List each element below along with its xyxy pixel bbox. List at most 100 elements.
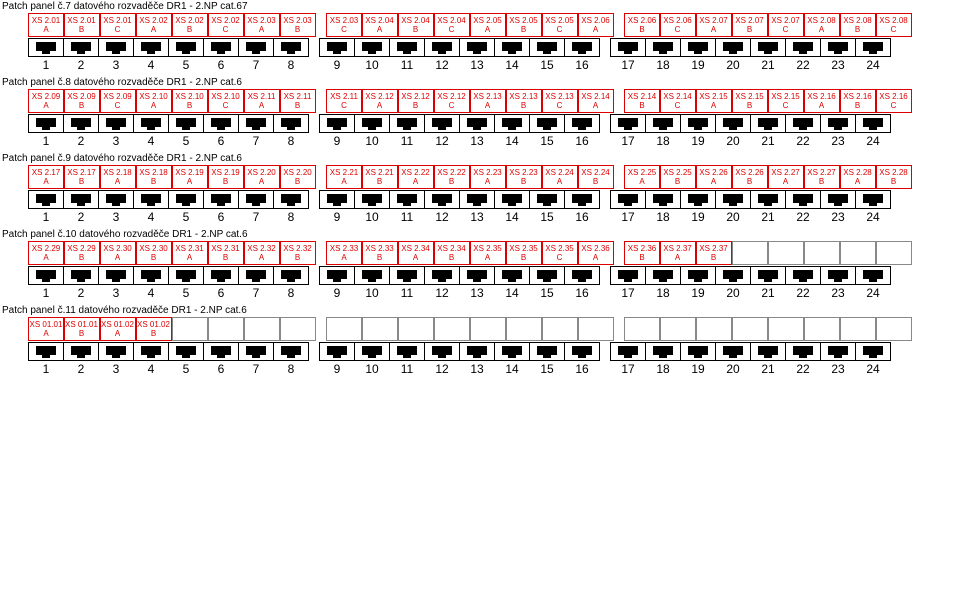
- port-label-empty: [768, 241, 804, 265]
- port-label-box: XS 2.13C: [542, 89, 578, 113]
- port-label: XS 2.13A: [470, 89, 506, 113]
- port-label: [506, 317, 542, 341]
- port-socket-id: XS 2.36: [628, 244, 656, 253]
- port-label: XS 2.13C: [542, 89, 578, 113]
- rj45-jack-icon: [319, 266, 355, 285]
- port-socket-id: XS 2.02: [139, 16, 167, 25]
- port-socket-id: XS 2.06: [628, 16, 656, 25]
- port-socket-id: XS 2.23: [509, 168, 537, 177]
- rj45-jack-icon: [820, 266, 856, 285]
- port-label-box: XS 2.34B: [434, 241, 470, 265]
- rj45-jack-icon: [494, 342, 530, 361]
- port-sub: C: [557, 253, 563, 262]
- label-group: XS 2.17AXS 2.17BXS 2.18AXS 2.18BXS 2.19A…: [28, 165, 316, 189]
- port-socket-id: XS 2.05: [545, 16, 573, 25]
- port-socket-id: XS 2.14: [663, 92, 691, 101]
- port-label-box: XS 2.14C: [660, 89, 696, 113]
- port-label: XS 2.17A: [28, 165, 64, 189]
- port-number: 8: [273, 134, 309, 148]
- port-label-empty: [804, 317, 840, 341]
- patch-panel: Patch panel č.7 datového rozvaděče DR1 -…: [0, 0, 960, 74]
- rj45-jack-icon: [750, 38, 786, 57]
- port-number: 14: [494, 210, 530, 224]
- rj45-jack-icon: [750, 266, 786, 285]
- rj45-jack-icon: [494, 114, 530, 133]
- port-label: XS 2.01B: [64, 13, 100, 37]
- port-label: XS 2.35B: [506, 241, 542, 265]
- rj45-jack-icon: [389, 266, 425, 285]
- port-sub: C: [557, 25, 563, 34]
- port-label-box: XS 2.04C: [434, 13, 470, 37]
- port-label-box: XS 01.01B: [64, 317, 100, 341]
- port-socket-id: XS 2.31: [211, 244, 239, 253]
- num-group: 12345678: [28, 286, 309, 300]
- port-label: [804, 241, 840, 265]
- port-socket-id: XS 2.28: [879, 168, 907, 177]
- port-socket-id: XS 2.37: [699, 244, 727, 253]
- port-number: 15: [529, 362, 565, 376]
- port-sub: B: [223, 177, 228, 186]
- rj45-jack-icon: [319, 342, 355, 361]
- num-group: 12345678: [28, 362, 309, 376]
- label-row: XS 2.29AXS 2.29BXS 2.30AXS 2.30BXS 2.31A…: [0, 241, 960, 265]
- label-row: XS 01.01AXS 01.01BXS 01.02AXS 01.02B: [0, 317, 960, 341]
- port-label-box: XS 2.26B: [732, 165, 768, 189]
- rj45-jack-icon: [715, 266, 751, 285]
- port-sub: A: [557, 177, 562, 186]
- port-label: XS 2.16A: [804, 89, 840, 113]
- rj45-jack-icon: [168, 190, 204, 209]
- port-label-box: XS 2.36B: [624, 241, 660, 265]
- port-sub: C: [449, 25, 455, 34]
- port-socket-id: XS 2.13: [509, 92, 537, 101]
- port-socket-id: XS 2.12: [437, 92, 465, 101]
- rj45-jack-icon: [680, 190, 716, 209]
- port-label: XS 2.32B: [280, 241, 316, 265]
- port-number: 2: [63, 362, 99, 376]
- port-label-box: XS 2.08C: [876, 13, 912, 37]
- label-group: XS 2.25AXS 2.25BXS 2.26AXS 2.26BXS 2.27A…: [624, 165, 912, 189]
- port-label-box: XS 01.02A: [100, 317, 136, 341]
- rj45-jack-icon: [855, 342, 891, 361]
- port-label-box: XS 2.21B: [362, 165, 398, 189]
- port-sub: A: [151, 101, 156, 110]
- port-label-box: XS 2.26A: [696, 165, 732, 189]
- port-label-box: XS 2.22B: [434, 165, 470, 189]
- rj45-jack-icon: [820, 114, 856, 133]
- port-number: 4: [133, 286, 169, 300]
- port-label: XS 01.02B: [136, 317, 172, 341]
- port-sub: B: [377, 253, 382, 262]
- port-socket-id: XS 01.02: [137, 320, 170, 329]
- port-label-box: XS 2.02C: [208, 13, 244, 37]
- port-label: XS 2.18B: [136, 165, 172, 189]
- port-label: XS 2.10A: [136, 89, 172, 113]
- port-label: XS 2.01A: [28, 13, 64, 37]
- port-sub: A: [639, 177, 644, 186]
- rj45-jack-icon: [529, 38, 565, 57]
- port-socket-id: XS 2.17: [32, 168, 60, 177]
- port-label-box: XS 2.05C: [542, 13, 578, 37]
- rj45-jack-icon: [238, 38, 274, 57]
- label-group: XS 2.14BXS 2.14CXS 2.15AXS 2.15BXS 2.15C…: [624, 89, 912, 113]
- port-number: 13: [459, 362, 495, 376]
- port-label-empty: [578, 317, 614, 341]
- port-label-box: XS 2.31B: [208, 241, 244, 265]
- port-sub: B: [521, 177, 526, 186]
- port-socket-id: XS 2.05: [473, 16, 501, 25]
- port-sub: B: [79, 253, 84, 262]
- rj45-jack-icon: [564, 266, 600, 285]
- port-label: XS 2.34A: [398, 241, 434, 265]
- port-label-empty: [840, 317, 876, 341]
- port-sub: B: [151, 177, 156, 186]
- port-label: XS 2.21A: [326, 165, 362, 189]
- port-number-row: 123456789101112131415161718192021222324: [0, 285, 960, 302]
- port-label-empty: [732, 241, 768, 265]
- rj45-jack-icon: [645, 114, 681, 133]
- port-label-box: XS 2.06C: [660, 13, 696, 37]
- port-number: 18: [645, 134, 681, 148]
- port-number: 22: [785, 286, 821, 300]
- port-socket-id: XS 2.10: [175, 92, 203, 101]
- port-label-box: XS 2.09A: [28, 89, 64, 113]
- port-number: 18: [645, 210, 681, 224]
- port-socket-id: XS 2.36: [581, 244, 609, 253]
- port-sub: B: [295, 101, 300, 110]
